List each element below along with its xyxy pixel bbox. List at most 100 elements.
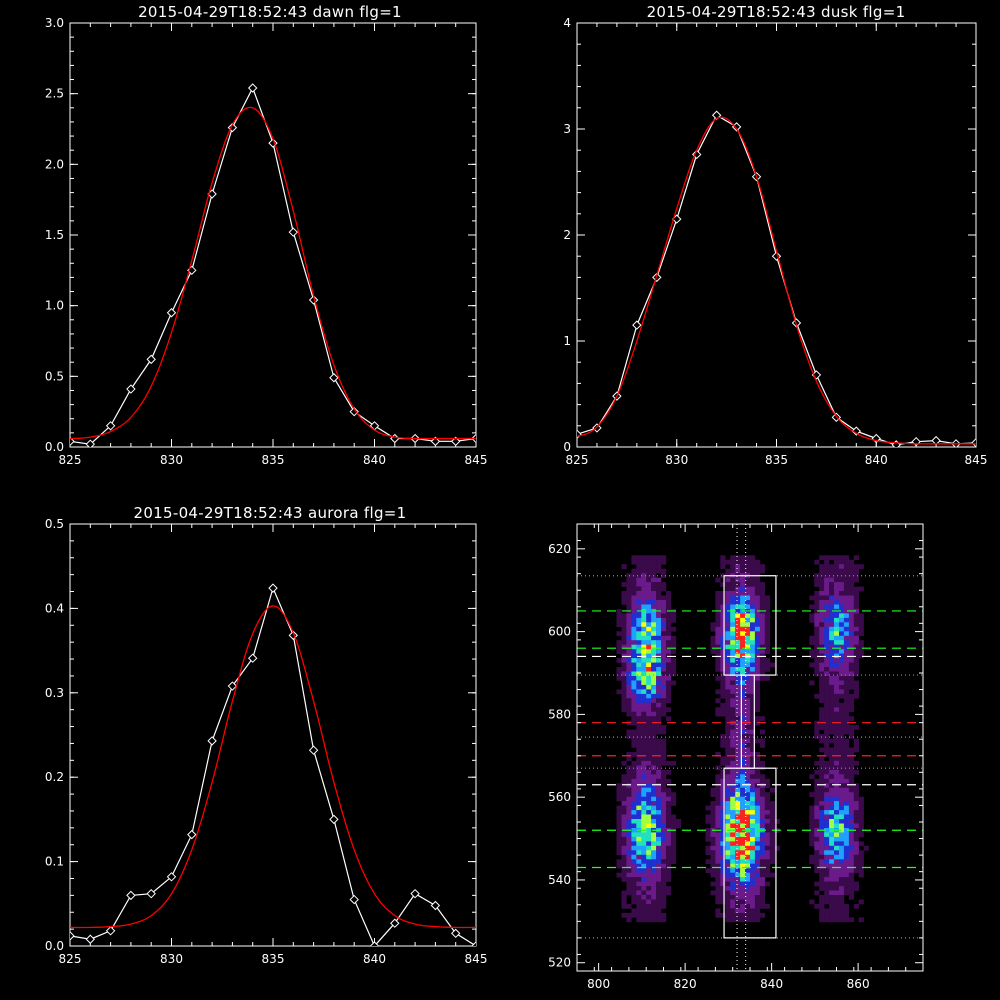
heatmap-cell [715, 622, 721, 628]
heatmap-cell [631, 671, 637, 677]
heatmap-cell [626, 868, 632, 873]
heatmap-cell [641, 649, 647, 654]
heatmap-cell [829, 649, 835, 654]
heatmap-cell [725, 595, 731, 601]
heatmap-cell [814, 667, 820, 672]
heatmap-cell [740, 778, 746, 784]
heatmap-cell [641, 631, 647, 637]
heatmap-cell [764, 881, 770, 887]
heatmap-cell [720, 613, 726, 619]
heatmap-cell [843, 917, 850, 923]
heatmap-cell [621, 783, 627, 789]
heatmap-cell [656, 756, 662, 762]
heatmap-cell [666, 613, 672, 619]
heatmap-cell [666, 684, 672, 690]
heatmap-cell [641, 769, 647, 775]
data-point [126, 890, 136, 901]
heatmap-cell [848, 796, 855, 802]
heatmap-cell [745, 617, 751, 623]
heatmap-cell [750, 635, 756, 641]
heatmap-cell [656, 778, 662, 784]
heatmap-cell [735, 863, 741, 869]
heatmap-cell [631, 644, 637, 650]
heatmap-cell [829, 832, 835, 838]
heatmap-cell [769, 805, 775, 811]
heatmap-cell [720, 801, 726, 806]
heatmap-cell [814, 841, 820, 847]
heatmap-cell [720, 756, 726, 762]
heatmap-cell [745, 792, 751, 797]
data-point [390, 918, 400, 928]
heatmap-cell [824, 613, 830, 619]
heatmap-cell [764, 667, 770, 672]
heatmap-cell [720, 859, 726, 865]
heatmap-cell [616, 832, 622, 838]
heatmap-cell [616, 671, 622, 677]
heatmap-cell [646, 676, 652, 681]
heatmap-cell [834, 756, 840, 762]
heatmap-cell [641, 564, 647, 569]
heatmap-cell [809, 617, 815, 623]
heatmap-cell [834, 881, 840, 887]
heatmap-cell [720, 774, 726, 780]
heatmap-cell [656, 667, 662, 672]
heatmap-cell [750, 801, 756, 806]
heatmap-cell [769, 845, 775, 851]
heatmap-cell [661, 555, 667, 561]
heatmap-cell [754, 868, 761, 873]
heatmap-cell [759, 801, 766, 806]
heatmap-cell [858, 899, 864, 905]
heatmap-cell [740, 658, 746, 663]
heatmap-cell [675, 823, 682, 829]
heatmap-cell [631, 792, 637, 797]
heatmap-cell [725, 689, 731, 695]
heatmap-cell [764, 814, 770, 820]
heatmap-cell [636, 823, 642, 829]
heatmap-cell [754, 591, 761, 596]
heatmap-cell [730, 559, 736, 565]
heatmap-cell [853, 725, 859, 730]
heatmap-cell [814, 658, 820, 663]
heatmap-cell [715, 814, 721, 820]
heatmap-cell [843, 555, 850, 561]
heatmap-cell [730, 734, 736, 739]
heatmap-cell [725, 760, 731, 766]
heatmap-cell [646, 738, 652, 744]
x-tick-label: 845 [465, 453, 488, 467]
heatmap-cell [740, 836, 746, 842]
heatmap-cell [730, 738, 736, 744]
heatmap-cell [824, 684, 830, 690]
heatmap-cell [839, 756, 845, 762]
heatmap-cell [720, 899, 726, 905]
heatmap-cell [641, 814, 647, 820]
heatmap-cell [740, 568, 746, 574]
heatmap-cell [626, 805, 632, 811]
heatmap-cell [656, 841, 662, 847]
heatmap-cell [670, 850, 677, 856]
heatmap-cell [616, 836, 622, 842]
heatmap-cell [745, 747, 751, 753]
heatmap-cell [646, 698, 652, 704]
heatmap-cell [656, 917, 662, 923]
heatmap-cell [631, 868, 637, 873]
heatmap-cell [725, 810, 731, 815]
heatmap-cell [754, 787, 761, 793]
heatmap-cell [720, 738, 726, 744]
heatmap-cell [631, 676, 637, 681]
heatmap-cell [631, 702, 637, 708]
heatmap-cell [750, 881, 756, 887]
heatmap-cell [651, 649, 657, 654]
heatmap-cell [858, 828, 864, 833]
heatmap-cell [621, 595, 627, 601]
heatmap-cell [745, 787, 751, 793]
heatmap-cell [631, 863, 637, 869]
heatmap-cell [636, 832, 642, 838]
heatmap-cell [740, 640, 746, 645]
heatmap-cell [720, 622, 726, 628]
heatmap-cell [636, 702, 642, 708]
heatmap-cell [621, 591, 627, 596]
heatmap-cell [715, 805, 721, 811]
heatmap-cell [735, 698, 741, 704]
heatmap-cell [656, 912, 662, 918]
heatmap-cell [725, 622, 731, 628]
